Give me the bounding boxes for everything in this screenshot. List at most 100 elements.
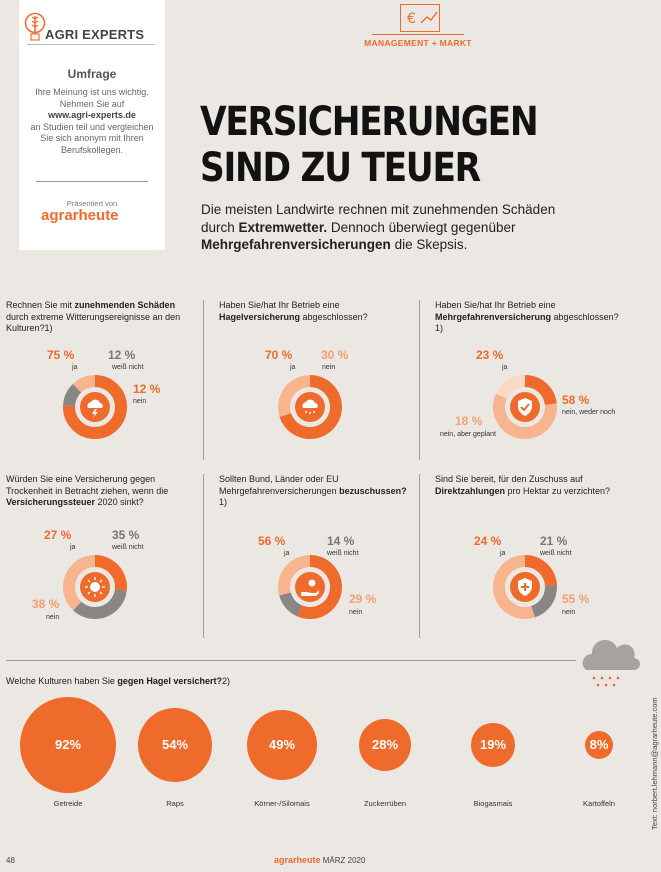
q4-post: 2020 sinkt? — [95, 497, 144, 507]
q3-pre: Haben Sie/hat Ihr Betrieb eine — [435, 300, 556, 310]
q7-post: 2) — [221, 676, 230, 686]
section-label: MANAGEMENT + MARKT — [364, 38, 472, 48]
donut-chart-direct-payments — [493, 555, 557, 619]
survey-info-box — [19, 0, 165, 250]
footer-brand: agrarheute — [274, 855, 321, 865]
shield-check-icon — [510, 392, 540, 422]
donut-chart-multi-risk — [493, 375, 557, 439]
bubble-category-label: Biogasmais — [473, 799, 513, 808]
survey-link[interactable]: www.agri-experts.de — [48, 110, 136, 120]
lead-3: Dennoch überwiegt gegenüber — [327, 219, 516, 235]
q2-bold: Hagelversicherung — [219, 311, 301, 322]
agri-experts-logo: AGRI EXPERTS — [45, 27, 145, 42]
page-number: 48 — [6, 856, 15, 865]
legend-label: ja — [70, 544, 76, 551]
wheat-bulb-icon — [24, 12, 46, 41]
bubble-value: 28% — [371, 737, 399, 752]
donut-slice-nein — [278, 555, 311, 596]
q5-bold: bezuschussen? — [339, 485, 407, 496]
author-credit: Text: norbert.lehmann@agrarheute.com — [650, 697, 659, 830]
data-label: 70 % — [265, 348, 293, 362]
donut-slice-ja — [63, 375, 127, 439]
footer-issue: agrarheute MÄRZ 2020 — [274, 855, 365, 865]
data-label: 14 % — [327, 534, 355, 548]
euro-chart-icon: € — [400, 4, 440, 32]
bubble-getreide — [20, 697, 116, 793]
bubble-value: 92% — [54, 737, 82, 752]
q5-post: 1) — [219, 497, 228, 507]
svg-text:€: € — [407, 11, 416, 27]
sidebar-divider — [36, 181, 148, 182]
data-label: 55 % — [562, 592, 590, 606]
q4-pre: Würden Sie eine Versicherung gegen Trock… — [6, 474, 169, 496]
donut-slice-weiß-nicht — [530, 584, 557, 618]
legend-label: ja — [502, 364, 508, 371]
lead-2: Extremwetter. — [238, 219, 328, 235]
legend-label: ja — [284, 550, 290, 557]
data-label: 29 % — [349, 592, 377, 606]
hail-cloud-icon — [582, 639, 640, 687]
donut-slice-nein — [72, 375, 96, 393]
q2-pre: Haben Sie/hat Ihr Betrieb eine — [219, 300, 340, 310]
divider — [203, 474, 204, 638]
bubble-value: 8% — [589, 737, 609, 752]
question-6: Sind Sie bereit, für den Zuschuss auf Di… — [435, 474, 635, 497]
divider — [419, 300, 420, 460]
donut-slice-weiß-nicht — [73, 589, 127, 619]
agrarheute-logo: agrarheute — [41, 207, 119, 224]
lead-4: Mehrgefahrenversicherungen — [201, 237, 391, 252]
divider — [419, 474, 420, 638]
donut-slice-ja — [94, 555, 127, 592]
bubble-category-label: Raps — [166, 799, 184, 808]
q5-pre: Sollten Bund, Länder oder EU Mehrgefahre… — [219, 474, 340, 496]
donut-slice-weiß-nicht — [279, 591, 303, 617]
legend-label: weiß nicht — [327, 550, 359, 557]
lead-5: die Skepsis. — [390, 237, 468, 252]
bubble-value: 19% — [479, 737, 507, 752]
donut-slice-nein — [63, 555, 96, 611]
section-rule — [372, 34, 464, 35]
survey-text-2: an Studien teil und vergleichen Sie sich… — [30, 121, 154, 155]
donut-slice-weiß-nicht — [63, 383, 82, 407]
data-label: 58 % — [562, 393, 590, 407]
q6-post: pro Hektar zu verzichten? — [505, 485, 611, 496]
legend-label: weiß nicht — [112, 364, 144, 371]
data-label: 27 % — [44, 528, 72, 542]
bubble-biogasmais — [471, 723, 515, 767]
legend-label: nein — [133, 398, 147, 405]
q1-pre: Rechnen Sie mit — [6, 300, 75, 310]
donut-slice-nein-aber-geplant — [495, 375, 526, 400]
donut-slice-ja — [524, 555, 557, 587]
legend-label: ja — [72, 364, 78, 371]
donut-slice-nein-weder-noch — [493, 393, 557, 439]
bubble-value: 54% — [161, 737, 189, 752]
bubble-zuckerrüben — [358, 718, 412, 772]
survey-text: Ihre Meinung ist uns wichtig. Nehmen Sie… — [29, 87, 155, 156]
data-label: 24 % — [474, 534, 502, 548]
bubble-kartoffeln — [584, 730, 614, 760]
data-label: 21 % — [540, 534, 568, 548]
page-title-line2: SIND ZU TEUER — [200, 145, 481, 191]
shield-plus-icon — [510, 572, 540, 602]
bubble-category-label: Zuckerrüben — [363, 799, 407, 808]
data-label: 12 % — [133, 382, 161, 396]
q1-post: durch extreme Witterungsereignisse an de… — [6, 311, 181, 334]
survey-text-1: Ihre Meinung ist uns wichtig. Nehmen Sie… — [35, 87, 149, 109]
divider — [203, 300, 204, 460]
donut-chart-hail — [278, 375, 342, 439]
question-1: Rechnen Sie mit zunehmenden Schäden durc… — [6, 300, 196, 335]
footer-date: MÄRZ 2020 — [320, 856, 366, 865]
section-divider — [6, 660, 576, 661]
data-label: 30 % — [321, 348, 349, 362]
q6-pre: Sind Sie bereit, für den Zuschuss auf — [435, 474, 583, 484]
bubble-körner-silomais — [246, 709, 318, 781]
bubble-value: 49% — [268, 737, 296, 752]
page-title-line1: VERSICHERUNGEN — [200, 99, 539, 145]
donut-slice-ja — [524, 375, 557, 406]
donut-slice-nein — [278, 375, 311, 417]
donut-slice-ja — [297, 555, 342, 619]
presented-by: Präsentiert von — [66, 199, 118, 208]
data-label: 75 % — [47, 348, 75, 362]
data-label: 35 % — [112, 528, 140, 542]
bubble-category-label: Getreide — [53, 799, 83, 808]
